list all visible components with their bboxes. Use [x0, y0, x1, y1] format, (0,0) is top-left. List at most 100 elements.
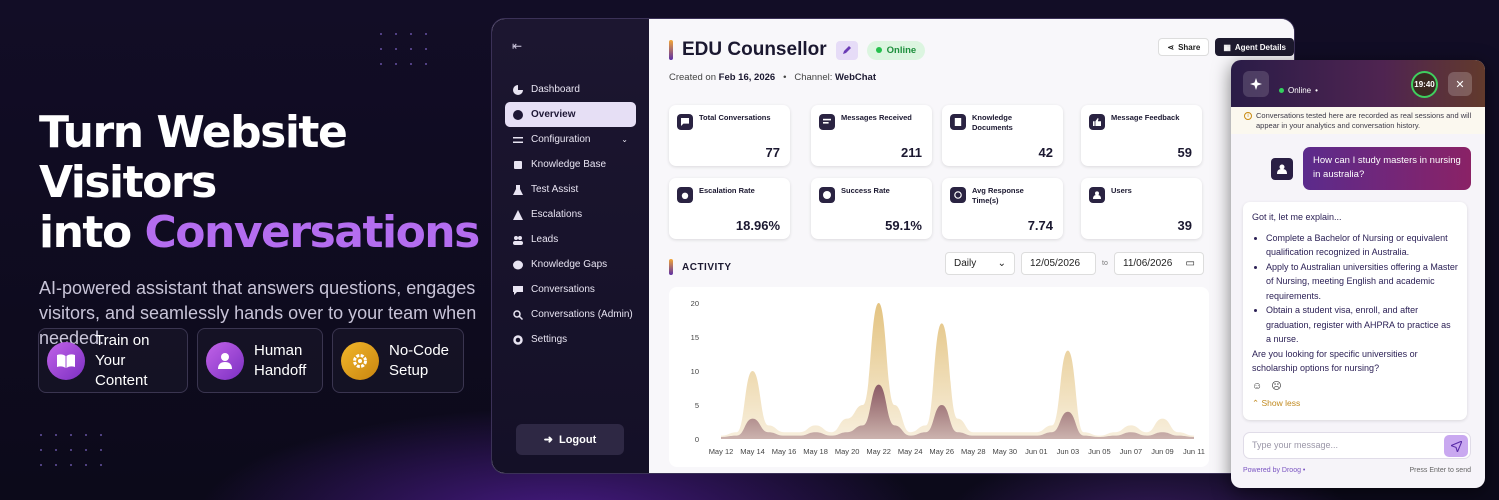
series-area	[721, 303, 1194, 439]
status-dot	[1279, 88, 1284, 93]
user-icon	[1089, 187, 1105, 203]
sidebar-item-knowledge-gaps[interactable]: Knowledge Gaps	[505, 252, 636, 277]
send-icon	[1450, 440, 1462, 452]
bot-intro: Got it, let me explain...	[1252, 212, 1342, 222]
chat-header: Online • 19:40 ✕	[1231, 60, 1485, 107]
decor-dots-top	[380, 33, 427, 65]
feature-nocode: No-Code Setup	[332, 328, 464, 393]
stat-card: Message Feedback 59	[1081, 105, 1202, 166]
book-icon	[514, 160, 522, 169]
logout-button[interactable]: ➜ Logout	[516, 424, 624, 455]
warning-icon	[513, 209, 523, 220]
sidebar-item-conversations[interactable]: Conversations	[505, 277, 636, 302]
stat-card: Users 39	[1081, 178, 1202, 239]
chat-footer: Powered by Droog • Press Enter to send	[1243, 467, 1471, 474]
x-tick-label: May 30	[992, 447, 1017, 456]
sidebar-item-escalations[interactable]: Escalations	[505, 202, 636, 227]
sidebar-nav: Dashboard Overview Configuration ⌄ Knowle…	[492, 77, 649, 352]
activity-accent-bar	[669, 259, 673, 275]
x-tick-label: May 16	[772, 447, 797, 456]
edit-button[interactable]	[835, 40, 858, 60]
status-dot	[875, 47, 882, 53]
x-tick-label: May 14	[740, 447, 765, 456]
activity-header: ACTIVITY	[669, 259, 732, 275]
x-tick-label: Jun 03	[1057, 447, 1080, 456]
agent-meta: Created on Feb 16, 2026 • Channel: WebCh…	[669, 72, 877, 83]
main-content: EDU Counsellor Online Created on Feb 16,…	[649, 19, 1294, 473]
period-select[interactable]: Daily ⌄	[945, 252, 1015, 275]
sparkle-icon	[1243, 71, 1269, 97]
x-tick-label: May 22	[866, 447, 891, 456]
user-message: How can I study masters in nursing in au…	[1303, 147, 1471, 190]
sidebar-item-overview[interactable]: Overview	[505, 102, 636, 127]
status-badge: Online	[866, 40, 926, 60]
sidebar-item-leads[interactable]: Leads	[505, 227, 636, 252]
x-tick-label: May 26	[929, 447, 954, 456]
gear-icon	[513, 334, 523, 345]
pie-chart-icon	[513, 84, 523, 95]
x-tick-label: Jun 07	[1120, 447, 1143, 456]
dashboard-window: ⇤ Dashboard Overview Configuration ⌄ Know…	[491, 18, 1295, 474]
sidebar-item-conversations-admin[interactable]: Conversations (Admin)	[505, 302, 636, 327]
x-tick-label: May 24	[898, 447, 923, 456]
hero-subtitle: AI-powered assistant that answers questi…	[39, 278, 477, 348]
list-item: Complete a Bachelor of Nursing or equiva…	[1266, 231, 1458, 260]
smile-icon[interactable]: ☺	[1252, 380, 1263, 392]
close-icon: ✕	[1455, 78, 1465, 91]
feature-label: Human Handoff	[254, 341, 307, 379]
chat-input-box	[1243, 432, 1471, 459]
list-item: Obtain a student visa, enroll, and after…	[1266, 303, 1458, 347]
sidebar: ⇤ Dashboard Overview Configuration ⌄ Know…	[492, 19, 649, 473]
powered-by: Powered by Droog •	[1243, 467, 1306, 474]
stat-card: Messages Received 211	[811, 105, 932, 166]
stat-card: Avg Response Time(s) 7.74	[942, 178, 1063, 239]
user-icon	[206, 341, 244, 380]
feature-label: No-Code Setup	[389, 341, 450, 379]
send-button[interactable]	[1444, 435, 1468, 457]
hero: Turn Website Visitors into Conversations …	[39, 108, 480, 351]
chat-status: Online •	[1279, 86, 1318, 95]
gear-icon	[341, 341, 379, 380]
x-tick-label: Jun 09	[1151, 447, 1174, 456]
enter-hint: Press Enter to send	[1409, 467, 1471, 474]
y-tick-label: 20	[691, 299, 699, 308]
stat-card: Escalation Rate 18.96%	[669, 178, 790, 239]
sidebar-item-dashboard[interactable]: Dashboard	[505, 77, 636, 102]
close-chat-button[interactable]: ✕	[1448, 72, 1472, 96]
agent-details-button[interactable]: ▦ Agent Details	[1215, 38, 1294, 56]
share-button[interactable]: ⋖ Share	[1158, 38, 1210, 56]
y-tick-label: 5	[695, 401, 699, 410]
activity-chart-svg: 0 5 10 15 20 May 12 May 14 May 16 May 18 May 20 Ma…	[691, 299, 1205, 456]
stat-card: Total Conversations 77	[669, 105, 790, 166]
chat-icon	[677, 114, 693, 130]
calendar-icon: ▭	[1185, 258, 1195, 269]
x-tick-label: May 20	[835, 447, 860, 456]
x-tick-label: Jun 01	[1025, 447, 1048, 456]
page-title: EDU Counsellor	[682, 39, 827, 60]
stat-card: Success Rate 59.1%	[811, 178, 932, 239]
frown-icon[interactable]: ☹	[1271, 380, 1282, 392]
date-range-separator: to	[1102, 260, 1108, 267]
chat-icon	[513, 285, 523, 295]
activity-chart: 0 5 10 15 20 May 12 May 14 May 16 May 18 May 20 Ma…	[669, 287, 1209, 467]
date-to-input[interactable]: 11/06/2026 ▭	[1114, 252, 1204, 275]
collapse-sidebar-icon[interactable]: ⇤	[512, 39, 523, 53]
check-icon	[819, 187, 835, 203]
clock-icon	[950, 187, 966, 203]
bot-question: Are you looking for specific universitie…	[1252, 348, 1418, 374]
brain-icon	[513, 260, 523, 269]
y-tick-label: 0	[695, 435, 699, 444]
sidebar-item-knowledge-base[interactable]: Knowledge Base	[505, 152, 636, 177]
stat-card: Knowledge Documents 42	[942, 105, 1063, 166]
logout-icon: ➜	[543, 434, 553, 446]
bot-points: Complete a Bachelor of Nursing or equiva…	[1266, 231, 1458, 347]
sidebar-item-configuration[interactable]: Configuration ⌄	[505, 127, 636, 152]
feature-label: Train on Your Content	[95, 331, 150, 389]
sidebar-item-settings[interactable]: Settings	[505, 327, 636, 352]
x-tick-label: May 18	[803, 447, 828, 456]
message-input[interactable]	[1252, 440, 1432, 450]
show-less-link[interactable]: ⌃ Show less	[1252, 398, 1301, 408]
sidebar-item-test-assist[interactable]: Test Assist	[505, 177, 636, 202]
page-header: EDU Counsellor Online	[669, 39, 926, 61]
date-from-input[interactable]: 12/05/2026	[1021, 252, 1096, 275]
